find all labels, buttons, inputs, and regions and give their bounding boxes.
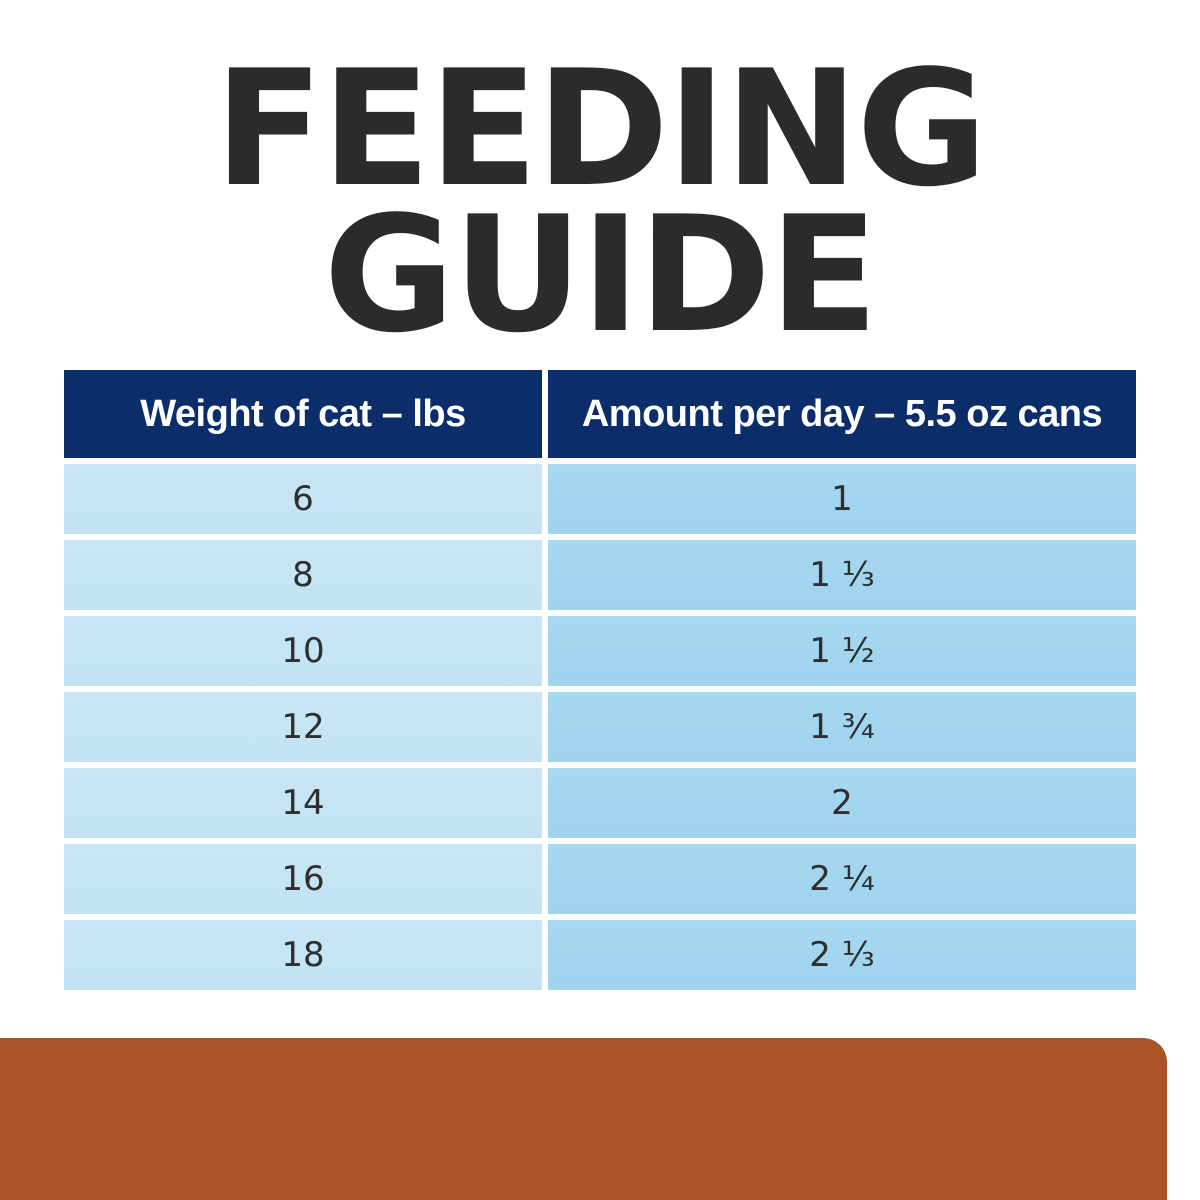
table-header-row: Weight of cat – lbs Amount per day – 5.5… xyxy=(64,370,1136,458)
amount-cell: 2 xyxy=(548,768,1136,838)
table-row: 18 2 ⅓ xyxy=(64,920,1136,990)
amount-cell: 2 ¼ xyxy=(548,844,1136,914)
weight-cell: 10 xyxy=(64,616,542,686)
weight-cell: 18 xyxy=(64,920,542,990)
header-weight: Weight of cat – lbs xyxy=(64,370,542,458)
bottom-color-panel xyxy=(0,1038,1167,1200)
feeding-table: Weight of cat – lbs Amount per day – 5.5… xyxy=(58,364,1142,996)
weight-cell: 6 xyxy=(64,464,542,534)
table-row: 8 1 ⅓ xyxy=(64,540,1136,610)
weight-cell: 16 xyxy=(64,844,542,914)
feeding-guide-title: FEEDING GUIDE xyxy=(0,35,1200,368)
feeding-table-container: Weight of cat – lbs Amount per day – 5.5… xyxy=(64,370,1136,996)
table-row: 6 1 xyxy=(64,464,1136,534)
table-row: 12 1 ¾ xyxy=(64,692,1136,762)
table-row: 16 2 ¼ xyxy=(64,844,1136,914)
title-line-2: GUIDE xyxy=(323,181,879,368)
amount-cell: 1 ⅓ xyxy=(548,540,1136,610)
weight-cell: 14 xyxy=(64,768,542,838)
amount-cell: 1 ½ xyxy=(548,616,1136,686)
table-row: 10 1 ½ xyxy=(64,616,1136,686)
amount-cell: 1 ¾ xyxy=(548,692,1136,762)
weight-cell: 8 xyxy=(64,540,542,610)
header-amount: Amount per day – 5.5 oz cans xyxy=(548,370,1136,458)
amount-cell: 1 xyxy=(548,464,1136,534)
amount-cell: 2 ⅓ xyxy=(548,920,1136,990)
weight-cell: 12 xyxy=(64,692,542,762)
table-row: 14 2 xyxy=(64,768,1136,838)
title-line-1: FEEDING xyxy=(214,35,987,222)
